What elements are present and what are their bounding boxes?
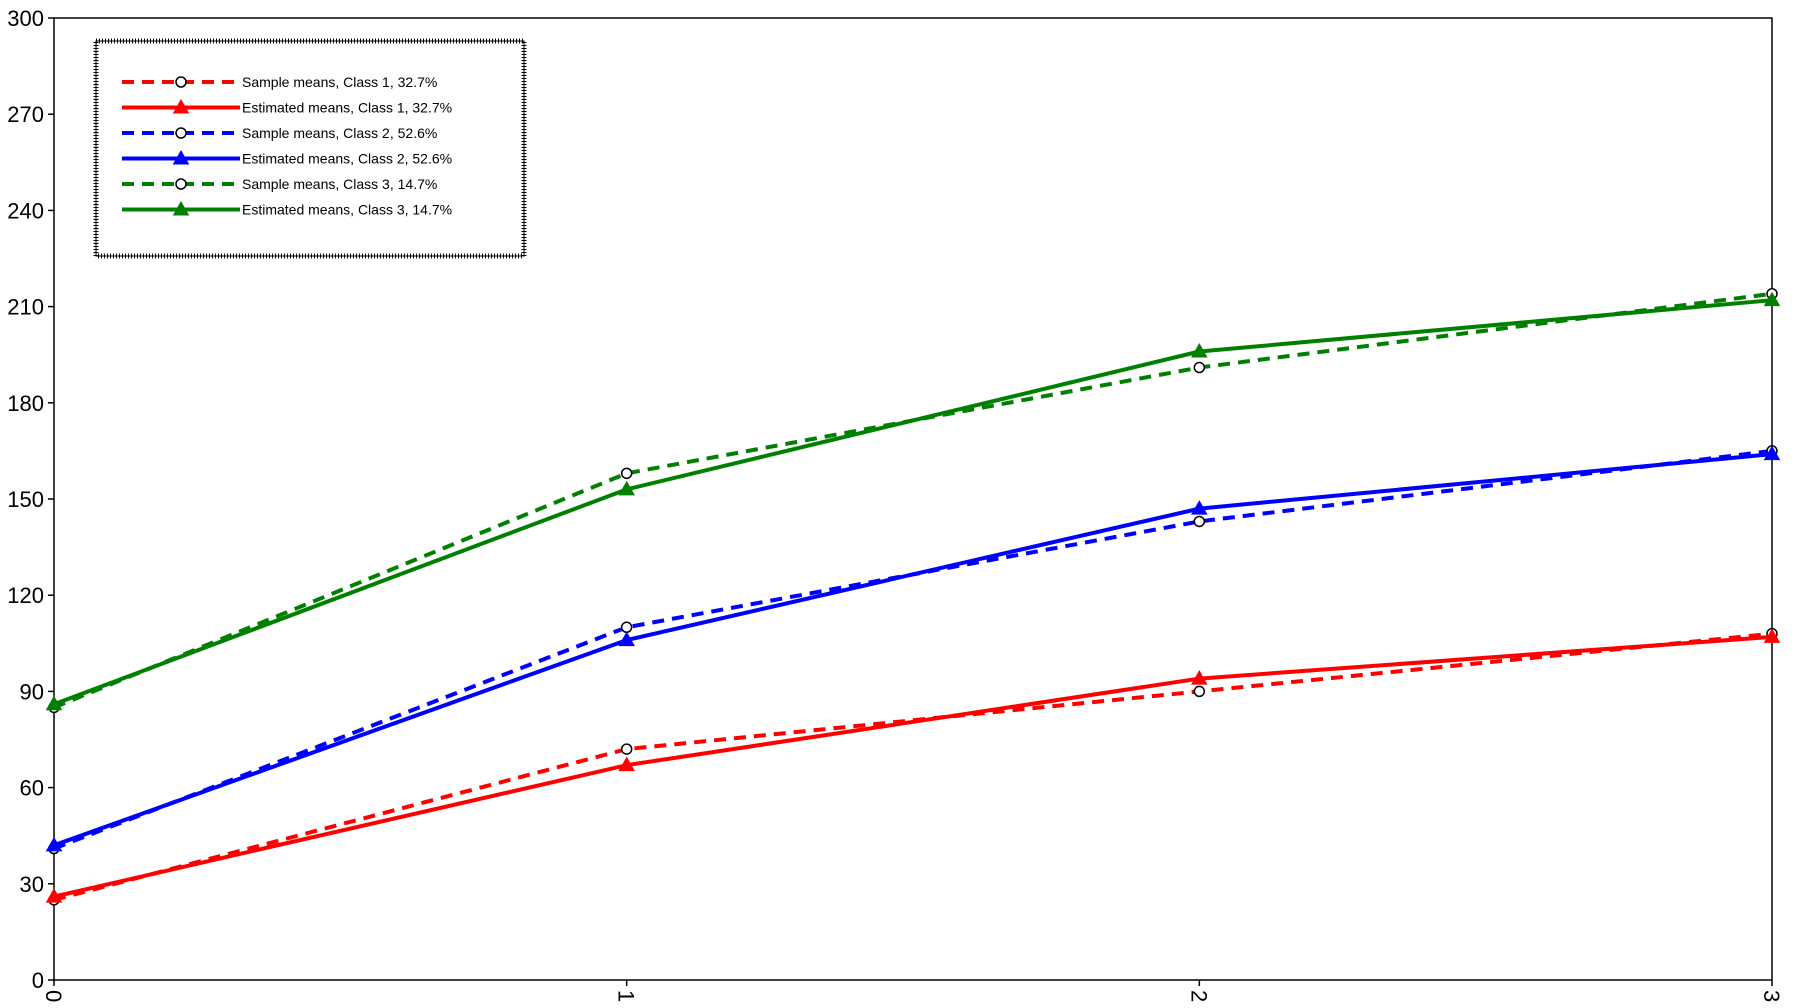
x-tick-label: 0 bbox=[41, 990, 66, 1002]
legend-label: Sample means, Class 3, 14.7% bbox=[242, 176, 437, 192]
legend-marker-triangle bbox=[172, 149, 190, 165]
x-tick-label: 1 bbox=[614, 990, 639, 1002]
y-tick-label: 90 bbox=[20, 679, 44, 704]
series-2 bbox=[45, 628, 1781, 903]
series-line bbox=[53, 631, 1773, 902]
y-axis: 0 30 60 90 120 150 180 210 240 270 300 bbox=[7, 6, 54, 993]
legend-marker-circle bbox=[175, 178, 187, 190]
data-point-circle bbox=[620, 467, 633, 480]
data-point-triangle bbox=[45, 888, 63, 903]
series-layer bbox=[45, 288, 1781, 906]
series-3 bbox=[48, 445, 1778, 855]
y-tick-label: 270 bbox=[7, 102, 44, 127]
data-point-triangle bbox=[1763, 445, 1781, 461]
legend-label: Sample means, Class 2, 52.6% bbox=[242, 125, 437, 141]
series-5 bbox=[48, 288, 1778, 714]
legend-box bbox=[95, 40, 525, 257]
series-6 bbox=[45, 291, 1781, 711]
legend-item: Sample means, Class 1, 32.7% bbox=[122, 74, 437, 90]
legend-item: Estimated means, Class 2, 52.6% bbox=[122, 149, 452, 167]
legend-label: Estimated means, Class 2, 52.6% bbox=[242, 151, 452, 167]
legend-item: Estimated means, Class 1, 32.7% bbox=[122, 98, 452, 116]
y-tick-label: 240 bbox=[7, 198, 44, 223]
data-point-circle bbox=[620, 743, 633, 755]
series-line bbox=[53, 291, 1773, 710]
legend-marker-circle bbox=[175, 127, 187, 139]
series-line bbox=[53, 634, 1773, 899]
data-point-circle bbox=[1193, 361, 1206, 374]
data-point-triangle bbox=[618, 756, 635, 772]
legend-marker-triangle bbox=[172, 200, 190, 216]
y-tick-label: 120 bbox=[7, 583, 44, 608]
data-point-triangle bbox=[1191, 500, 1208, 515]
data-point-triangle bbox=[1763, 628, 1781, 643]
y-tick-label: 60 bbox=[20, 776, 44, 801]
y-tick-label: 300 bbox=[7, 6, 44, 31]
data-point-triangle bbox=[1191, 670, 1208, 685]
legend-item: Estimated means, Class 3, 14.7% bbox=[122, 200, 452, 218]
series-line bbox=[53, 448, 1773, 851]
data-point-triangle bbox=[45, 836, 63, 852]
legend-label: Estimated means, Class 3, 14.7% bbox=[242, 202, 452, 218]
legend-label: Sample means, Class 1, 32.7% bbox=[242, 74, 437, 90]
legend-item: Sample means, Class 2, 52.6% bbox=[122, 125, 437, 141]
legend-item: Sample means, Class 3, 14.7% bbox=[122, 176, 437, 192]
data-point-circle bbox=[1193, 685, 1206, 698]
legend: Sample means, Class 1, 32.7% Estimated me… bbox=[93, 38, 527, 259]
legend-marker-triangle bbox=[172, 98, 190, 114]
series-line bbox=[53, 298, 1773, 707]
series-line bbox=[53, 452, 1773, 848]
legend-border-hatch bbox=[93, 38, 527, 259]
x-tick-label: 3 bbox=[1759, 990, 1784, 1002]
y-tick-label: 30 bbox=[20, 872, 44, 897]
data-point-triangle bbox=[618, 631, 635, 647]
data-point-triangle bbox=[1191, 342, 1208, 358]
series-1 bbox=[48, 627, 1778, 906]
series-4 bbox=[45, 445, 1781, 852]
data-point-circle bbox=[1193, 515, 1206, 528]
y-tick-label: 150 bbox=[7, 487, 44, 512]
data-point-circle bbox=[620, 621, 633, 634]
x-tick-label: 2 bbox=[1186, 990, 1211, 1002]
y-tick-label: 180 bbox=[7, 391, 44, 416]
data-point-triangle bbox=[618, 480, 635, 496]
data-point-triangle bbox=[45, 695, 63, 711]
x-axis: 0 1 2 3 bbox=[41, 980, 1784, 1002]
legend-label: Estimated means, Class 1, 32.7% bbox=[242, 100, 452, 116]
data-point-triangle bbox=[1763, 291, 1781, 307]
legend-marker-circle bbox=[175, 76, 187, 88]
y-tick-label: 0 bbox=[32, 968, 44, 993]
y-tick-label: 210 bbox=[7, 295, 44, 320]
